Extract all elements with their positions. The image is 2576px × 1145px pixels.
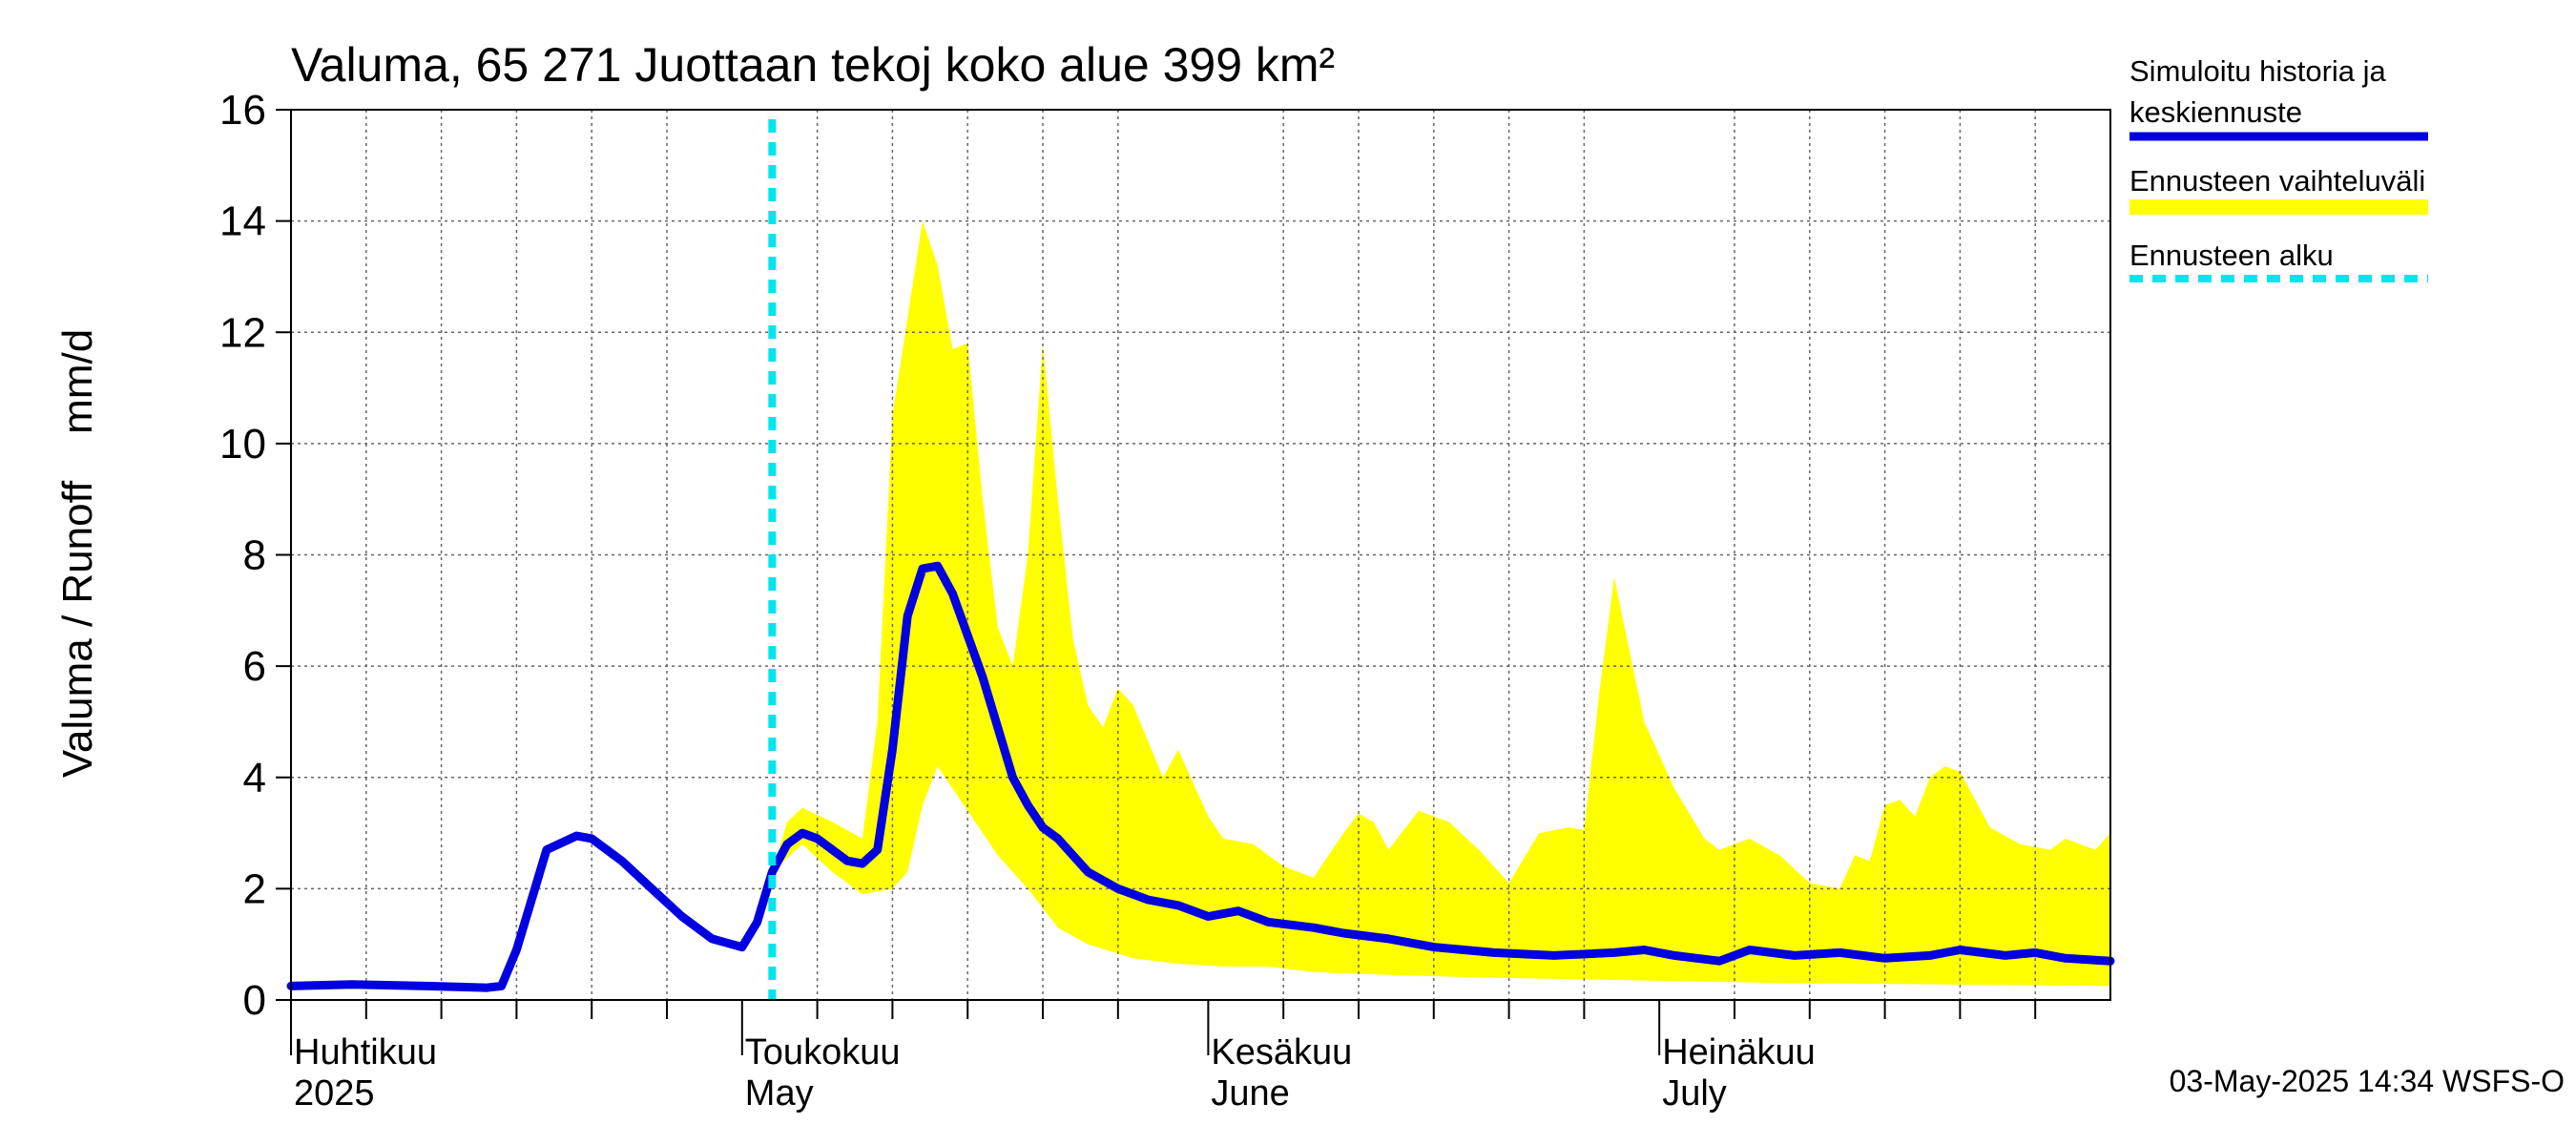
legend-label: Ennusteen vaihteluväli <box>2129 164 2425 198</box>
x-month-sublabel: May <box>745 1073 814 1114</box>
timestamp: 03-May-2025 14:34 WSFS-O <box>2170 1064 2565 1098</box>
simulated-history-line-layer <box>286 119 2115 1000</box>
x-month-sublabel: 2025 <box>294 1073 375 1114</box>
x-month-label: Heinäkuu <box>1662 1032 1816 1072</box>
y-tick-label: 14 <box>219 198 266 245</box>
y-axis-label: Valuma / Runoff mm/d <box>54 329 101 778</box>
y-tick-label: 2 <box>243 865 266 912</box>
legend: Simuloitu historia ja keskiennuste Ennuste… <box>2129 54 2428 282</box>
y-tick-label: 12 <box>219 309 266 356</box>
x-month-label: Kesäkuu <box>1211 1032 1352 1072</box>
y-tick-label: 16 <box>219 87 266 134</box>
x-month-sublabel: July <box>1662 1073 1727 1114</box>
x-month-sublabel: June <box>1211 1073 1289 1114</box>
legend-label: Simuloitu historia ja <box>2129 54 2387 88</box>
y-tick-label: 8 <box>243 532 266 579</box>
grid <box>291 110 2110 1000</box>
y-tick-label: 0 <box>243 977 266 1024</box>
x-month-label: Toukokuu <box>745 1032 901 1072</box>
forecast-range-band-layer <box>772 220 2110 987</box>
x-month-label: Huhtikuu <box>294 1032 437 1072</box>
simulated-history-line <box>286 561 2115 992</box>
y-tick-label: 4 <box>243 755 266 802</box>
y-tick-label: 6 <box>243 643 266 690</box>
legend-label-line2: keskiennuste <box>2129 95 2302 129</box>
forecast-range-band <box>772 220 2110 987</box>
legend-label: Ennusteen alku <box>2129 239 2334 272</box>
y-tick-label: 10 <box>219 421 266 468</box>
chart-title: Valuma, 65 271 Juottaan tekoj koko alue … <box>291 38 1335 92</box>
